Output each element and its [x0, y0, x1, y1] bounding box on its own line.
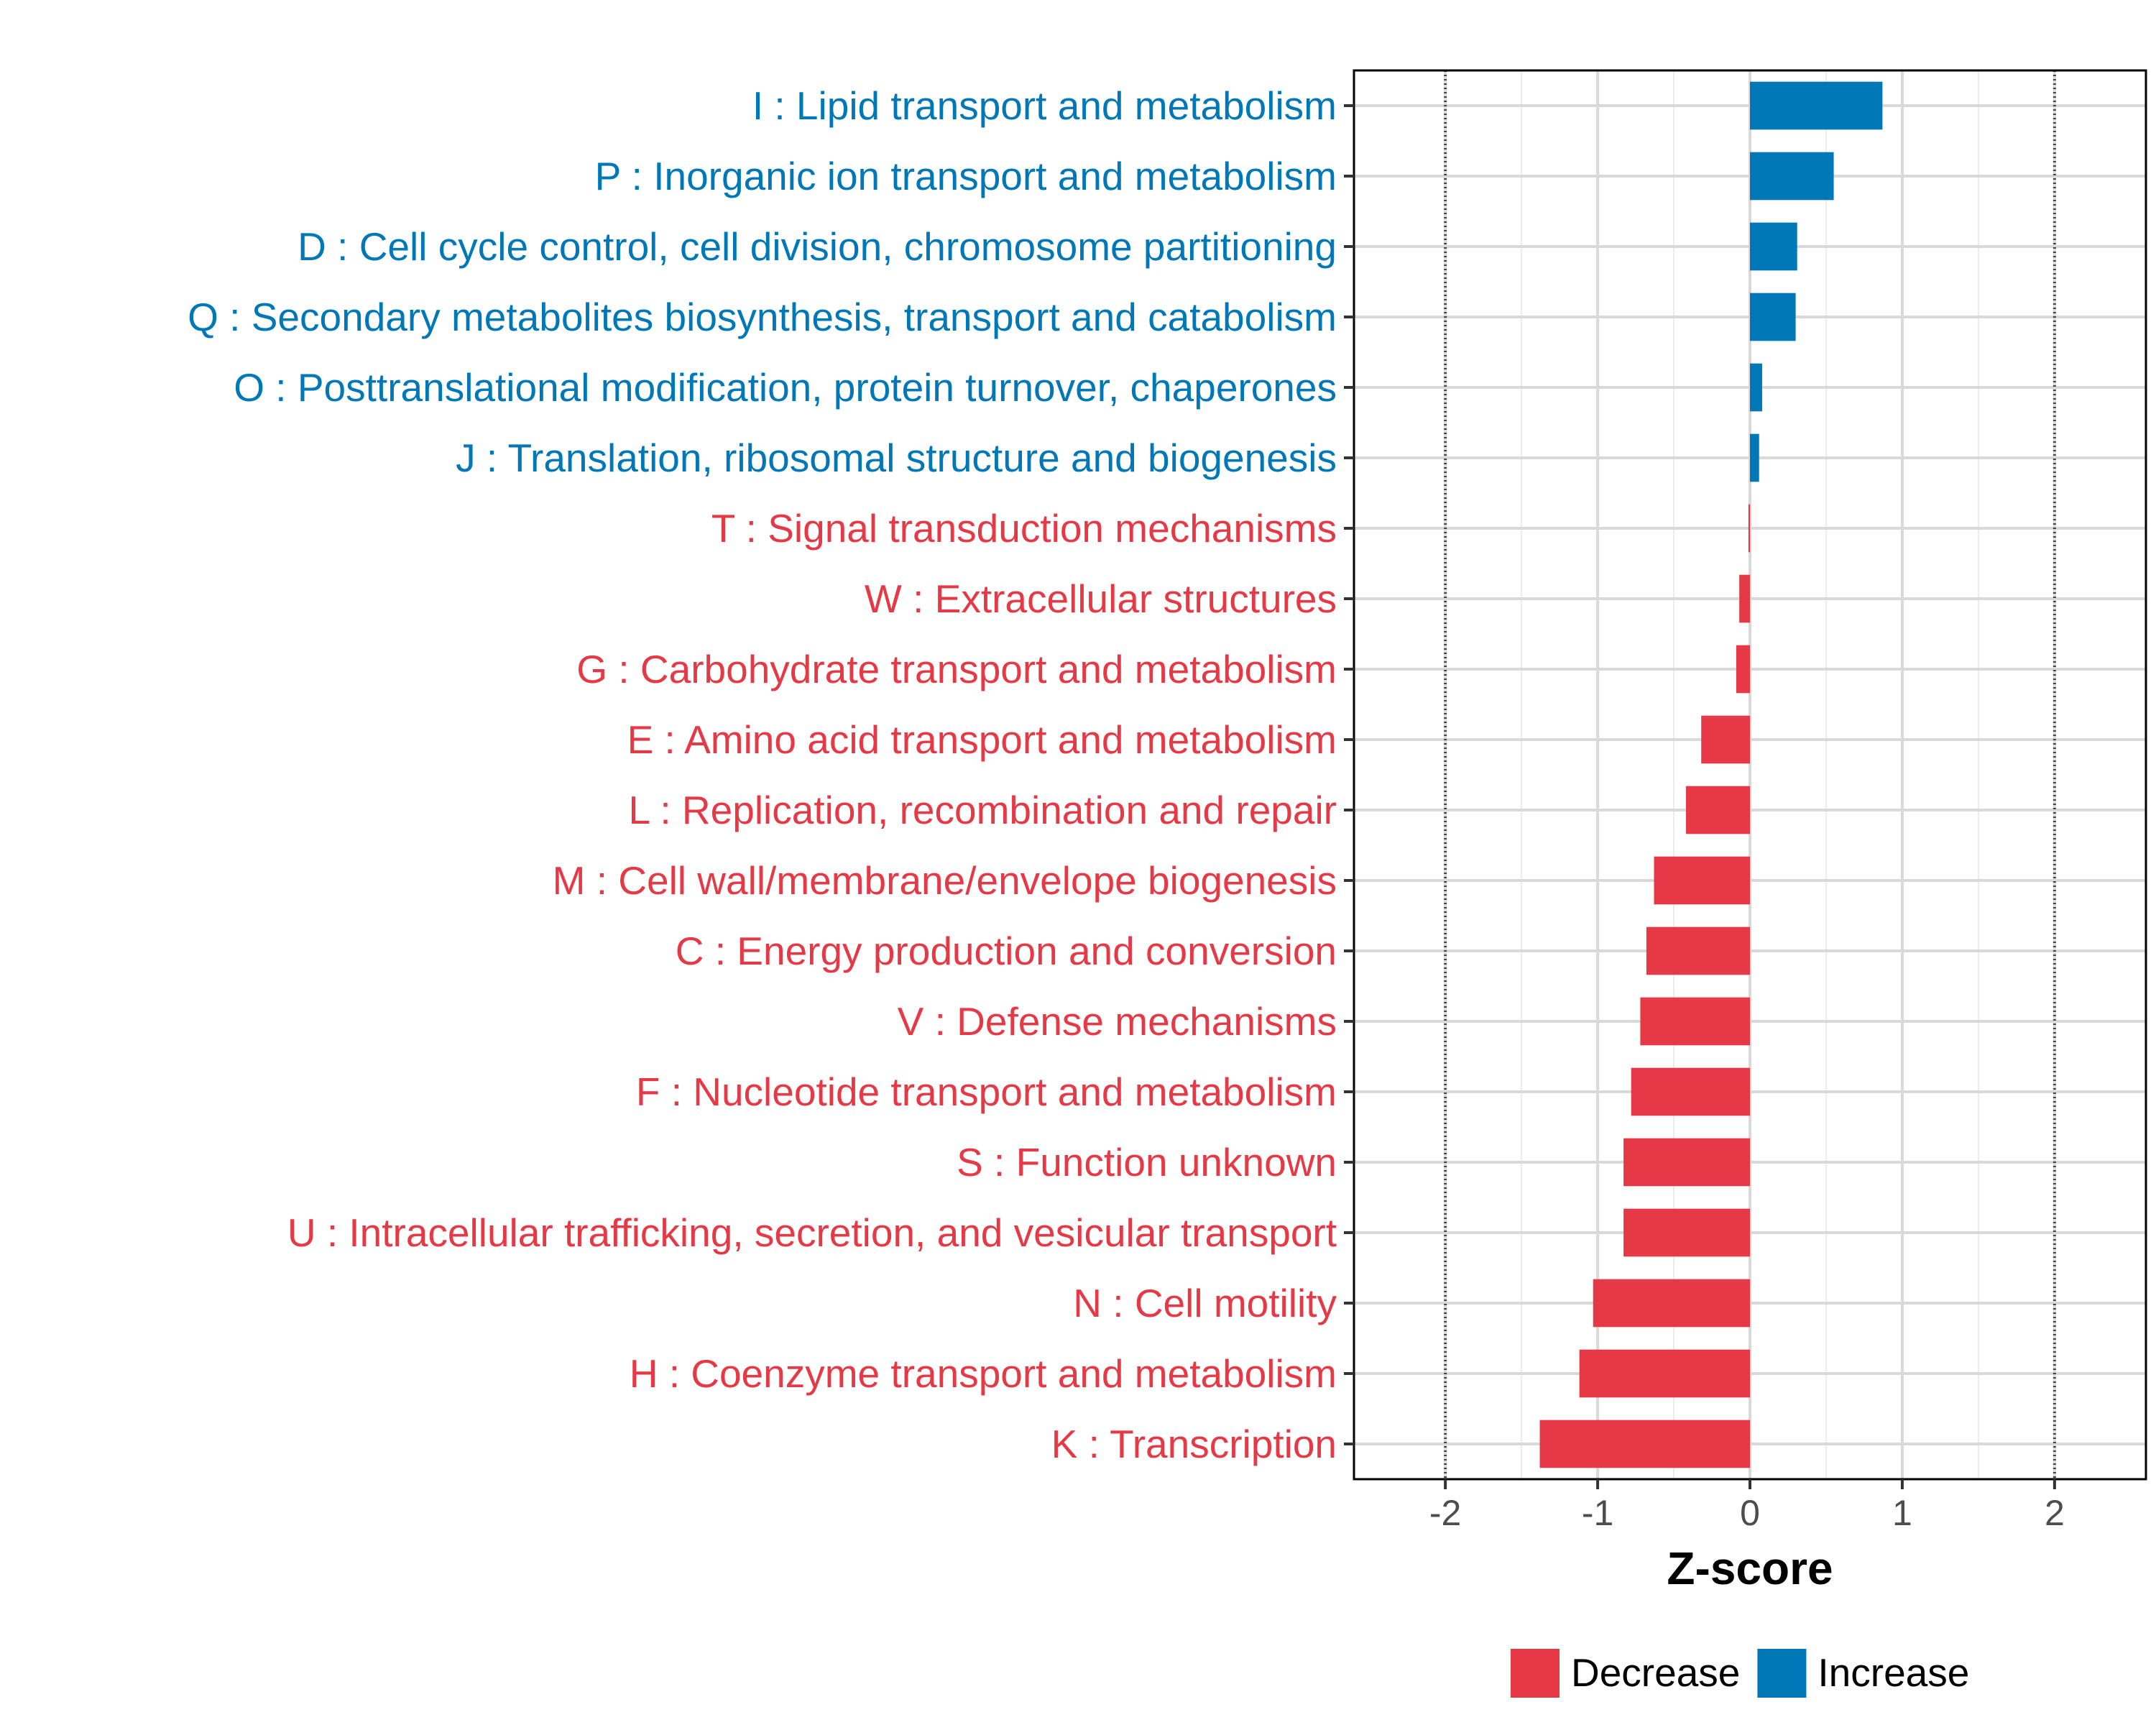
y-tick-label: H : Coenzyme transport and metabolism — [630, 1351, 1337, 1396]
y-tick-label: W : Extracellular structures — [865, 576, 1337, 621]
bar — [1748, 504, 1750, 553]
bar — [1750, 152, 1834, 201]
x-tick-labels: -2 -1 0 1 2 — [1429, 1493, 2065, 1533]
bar — [1750, 293, 1796, 341]
y-tick-labels: I : Lipid transport and metabolism P : In… — [188, 83, 1337, 1466]
bar — [1736, 645, 1750, 694]
bar — [1750, 363, 1762, 412]
y-tick-label: J : Translation, ribosomal structure and… — [456, 436, 1337, 480]
y-tick-label: V : Defense mechanisms — [898, 999, 1337, 1044]
bar — [1750, 222, 1797, 271]
bar — [1623, 1208, 1750, 1257]
y-tick-label: E : Amino acid transport and metabolism — [627, 717, 1337, 762]
x-tick-label: 2 — [2045, 1493, 2065, 1533]
y-tick-label: C : Energy production and conversion — [676, 929, 1337, 973]
y-tick-label: M : Cell wall/membrane/envelope biogenes… — [553, 858, 1337, 903]
y-tick-label: T : Signal transduction mechanisms — [711, 506, 1337, 551]
y-tick-label: I : Lipid transport and metabolism — [752, 83, 1337, 128]
y-tick-label: D : Cell cycle control, cell division, c… — [298, 224, 1337, 269]
y-tick-label: N : Cell motility — [1073, 1281, 1337, 1325]
y-tick-label: G : Carbohydrate transport and metabolis… — [576, 647, 1337, 691]
bar — [1593, 1279, 1750, 1328]
y-tick-label: U : Intracellular trafficking, secretion… — [287, 1210, 1337, 1255]
y-tick-label: L : Replication, recombination and repai… — [629, 788, 1337, 832]
legend-key-decrease — [1511, 1649, 1560, 1698]
x-tick-label: 0 — [1740, 1493, 1760, 1533]
x-ticks — [1444, 1479, 2056, 1489]
bar — [1750, 433, 1759, 482]
bar — [1579, 1349, 1750, 1398]
bar — [1623, 1138, 1750, 1187]
bar — [1685, 786, 1750, 834]
bars — [1539, 81, 1883, 1468]
y-tick-label: Q : Secondary metabolites biosynthesis, … — [188, 295, 1337, 339]
legend: Decrease Increase — [1511, 1649, 1969, 1698]
x-tick-label: -2 — [1429, 1493, 1461, 1533]
y-tick-label: S : Function unknown — [957, 1140, 1337, 1184]
legend-label-decrease: Decrease — [1571, 1650, 1740, 1695]
bar — [1654, 856, 1750, 905]
legend-key-increase — [1757, 1649, 1807, 1698]
bar — [1739, 574, 1750, 623]
bar — [1539, 1420, 1750, 1468]
legend-label-increase: Increase — [1818, 1650, 1969, 1695]
bar — [1750, 81, 1883, 130]
y-tick-label: F : Nucleotide transport and metabolism — [636, 1070, 1337, 1114]
x-axis-title: Z-score — [1667, 1542, 1833, 1594]
y-ticks — [1344, 104, 1354, 1445]
reference-lines — [1444, 70, 2056, 1479]
x-tick-label: 1 — [1892, 1493, 1912, 1533]
y-tick-label: K : Transcription — [1051, 1422, 1337, 1466]
y-tick-label: P : Inorganic ion transport and metaboli… — [595, 154, 1337, 198]
bar — [1631, 1067, 1750, 1116]
bar — [1701, 715, 1750, 764]
y-tick-label: O : Posttranslational modification, prot… — [234, 365, 1337, 410]
bar — [1640, 997, 1750, 1046]
x-tick-label: -1 — [1582, 1493, 1613, 1533]
bar — [1646, 926, 1750, 975]
